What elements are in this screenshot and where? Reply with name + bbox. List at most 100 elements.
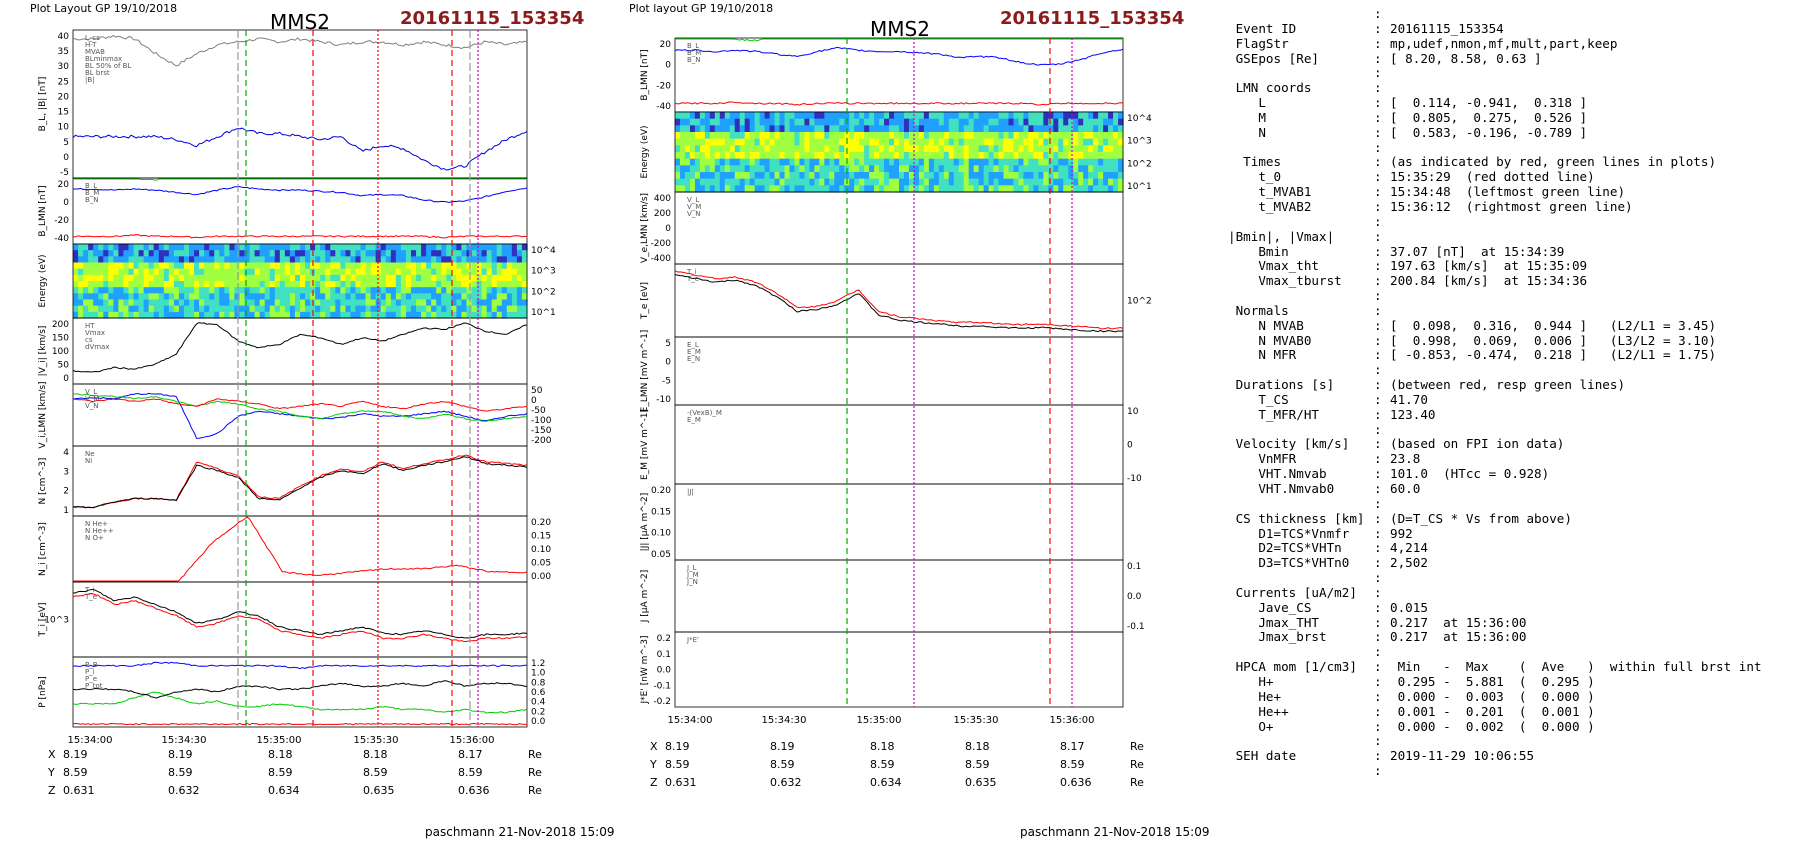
heatmap-cell [405,293,412,301]
heatmap-cell [819,185,825,193]
heatmap-cell [1088,165,1094,173]
heatmap-cell [739,152,746,160]
heatmap-cell [1043,172,1049,180]
heatmap-cell [153,244,160,251]
summary-key: t_MVAB2 [1228,198,1312,214]
heatmap-cell [1093,112,1099,120]
heatmap-cell [183,274,190,282]
heatmap-cell [521,256,528,264]
summary-line: : [1228,288,1804,304]
heatmap-cell [854,165,860,173]
heatmap-cell [153,311,160,319]
series-line-B_L [674,46,1124,66]
tick-label: -10 [656,395,671,405]
heatmap-cell [360,268,367,276]
legend-entry: N He++ [85,527,114,535]
heatmap-cell [1018,132,1025,140]
heatmap-cell [938,185,945,193]
heatmap-cell [859,178,865,186]
heatmap-cell [113,305,119,313]
heatmap-cell [744,138,751,146]
heatmap-cell [923,138,930,146]
heatmap-cell [113,250,119,257]
heatmap-cell [699,125,706,133]
summary-key: CS thickness [km] [1228,510,1365,526]
heatmap-cell [456,281,463,288]
heatmap-cell [204,281,210,288]
heatmap-cell [699,152,706,160]
heatmap-cell [209,287,215,294]
heatmap-cell [506,274,513,282]
heatmap-cell [365,281,372,288]
heatmap-cell [78,262,84,270]
heatmap-cell [988,152,995,160]
heatmap-cell [1073,152,1079,160]
heatmap-cell [194,287,200,294]
heatmap-cell [779,158,786,166]
summary-colon: : [1374,20,1382,36]
tick-label: -10 [1127,474,1142,484]
heatmap-cell [894,178,900,186]
heatmap-cell [158,287,165,294]
heatmap-cell [310,293,316,301]
heatmap-cell [1053,118,1059,126]
heatmap-cell [320,244,326,251]
legend-entry: BL 50% of BL [85,62,131,70]
heatmap-cell [679,132,686,140]
heatmap-cell [380,299,387,307]
heatmap-cell [335,250,341,257]
heatmap-cell [345,281,352,288]
heatmap-cell [859,185,865,193]
heatmap-cell [684,118,691,126]
legend-entry: T_e [686,275,699,283]
heatmap-cell [133,281,140,288]
heatmap-cell [148,281,155,288]
heatmap-cell [834,145,840,153]
heatmap-cell [988,145,995,153]
heatmap-cell [199,262,205,270]
heatmap-cell [864,178,870,186]
heatmap-cell [234,250,241,257]
heatmap-cell [744,145,751,153]
heatmap-cell [1108,132,1114,140]
heatmap-cell [214,262,220,270]
axis-label: V_i,LMN [km/s] [38,381,48,448]
heatmap-cell [1003,118,1010,126]
heatmap-cell [269,305,276,313]
heatmap-cell [854,152,860,160]
heatmap-cell [804,185,810,193]
heatmap-cell [894,132,900,140]
heatmap-cell [219,281,225,288]
summary-value: 15:34:48 (leftmost green line) [1390,184,1626,200]
heatmap-cell [78,287,84,294]
heatmap-cell [496,287,503,294]
heatmap-cell [521,274,528,282]
heatmap-cell [968,138,975,146]
summary-line: Bmin:37.07 [nT] at 15:34:39 [1228,244,1804,260]
heatmap-cell [269,268,276,276]
heatmap-cell [754,165,761,173]
heatmap-cell [943,125,950,133]
heatmap-cell [123,293,130,301]
heatmap-cell [809,132,815,140]
heatmap-cell [345,262,352,270]
heatmap-cell [1043,145,1049,153]
heatmap-cell [729,178,736,186]
heatmap-cell [158,299,165,307]
heatmap-cell [928,112,935,120]
heatmap-cell [679,138,686,146]
heatmap-cell [1083,165,1089,173]
heatmap-cell [829,178,835,186]
heatmap-cell [320,281,326,288]
heatmap-cell [754,152,761,160]
heatmap-cell [739,112,746,120]
heatmap-cell [714,138,721,146]
heatmap-cell [824,118,830,126]
heatmap-cell [88,274,94,282]
heatmap-cell [675,172,681,180]
heatmap-cell [884,112,890,120]
heatmap-cell [426,293,432,301]
heatmap-cell [289,274,296,282]
heatmap-cell [1073,112,1079,120]
heatmap-cell [1108,138,1114,146]
